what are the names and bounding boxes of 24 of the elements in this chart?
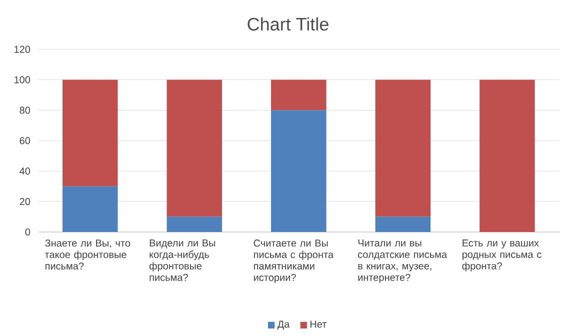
bar [480, 80, 535, 232]
bar [62, 186, 118, 232]
x-tick-label: Считаете ли Вы письма с фронта памятниками истории? [254, 240, 334, 283]
legend-label: Нет [310, 320, 327, 328]
bar [375, 80, 431, 217]
y-tick-label: 20 [20, 198, 30, 206]
y-tick-label: 80 [20, 106, 30, 114]
x-tick-label: Есть ли у ваших родных письма с фронта? [462, 240, 542, 272]
bar [62, 80, 118, 186]
bar [271, 80, 326, 110]
y-tick-label: 120 [14, 46, 30, 53]
x-tick-label: Знаете ли Вы, что такое фронтовые письма? [44, 240, 130, 270]
legend-label: Да [277, 320, 290, 330]
bar [166, 80, 222, 217]
bar [271, 110, 326, 232]
chart-title: Chart Title [248, 17, 328, 31]
x-tick-label: Читали ли вы солдатские письма в книгах, музее, интернете? [358, 240, 448, 283]
y-tick-label: 60 [20, 137, 30, 144]
y-tick-label: 0 [25, 228, 30, 236]
y-tick-label: 100 [14, 76, 30, 84]
y-tick-label: 40 [20, 168, 30, 175]
bar [375, 216, 431, 232]
x-tick-label: Видели ли Вы когда-нибудь фронтовые письма? [149, 240, 216, 281]
bar [166, 216, 222, 232]
